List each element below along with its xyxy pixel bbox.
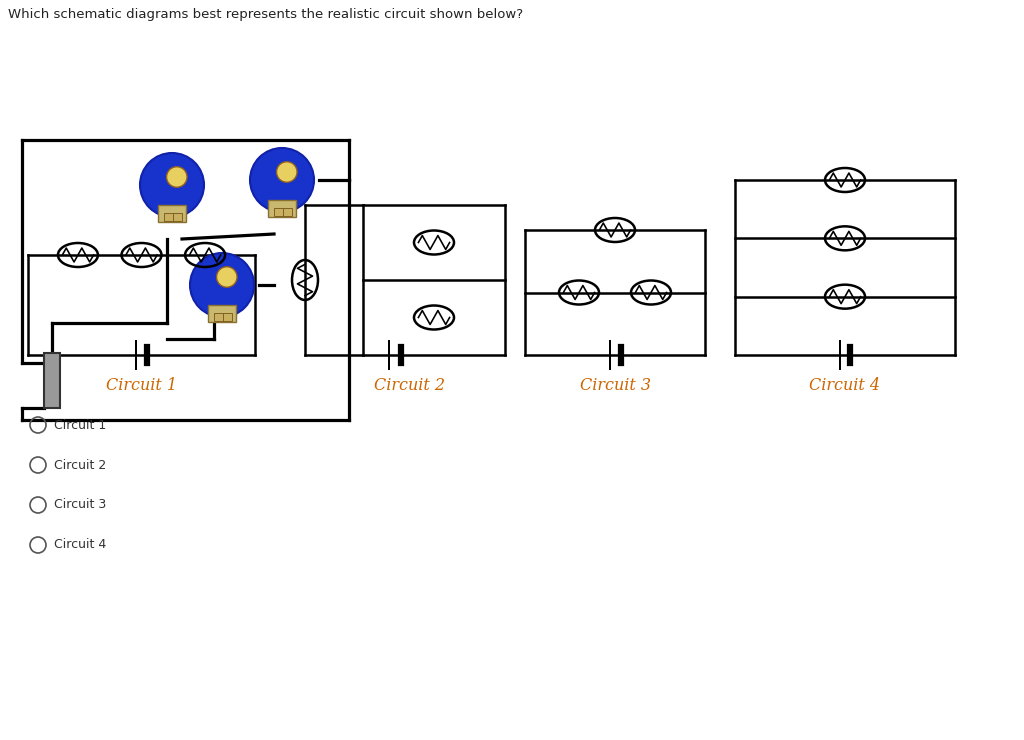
Circle shape — [190, 253, 254, 317]
Bar — [284, 209, 292, 215]
Circle shape — [167, 166, 187, 187]
Text: Circuit 4: Circuit 4 — [810, 377, 881, 394]
Bar — [268, 200, 296, 218]
Bar — [209, 305, 236, 323]
Bar — [173, 213, 182, 221]
Text: Circuit 1: Circuit 1 — [106, 377, 177, 394]
Text: Circuit 4: Circuit 4 — [54, 539, 106, 551]
Text: Circuit 2: Circuit 2 — [375, 377, 445, 394]
Bar — [223, 314, 232, 320]
Circle shape — [250, 148, 314, 212]
Text: Circuit 1: Circuit 1 — [54, 419, 106, 431]
Circle shape — [216, 266, 237, 287]
Text: Circuit 3: Circuit 3 — [54, 499, 106, 511]
Text: Circuit 3: Circuit 3 — [580, 377, 650, 394]
Text: Which schematic diagrams best represents the realistic circuit shown below?: Which schematic diagrams best represents… — [8, 8, 523, 21]
Bar — [159, 205, 185, 222]
Circle shape — [276, 162, 297, 182]
Bar — [44, 352, 60, 408]
Bar — [214, 314, 223, 320]
Bar — [165, 213, 173, 221]
Text: Circuit 2: Circuit 2 — [54, 459, 106, 471]
Bar — [274, 209, 284, 215]
Circle shape — [140, 153, 204, 217]
